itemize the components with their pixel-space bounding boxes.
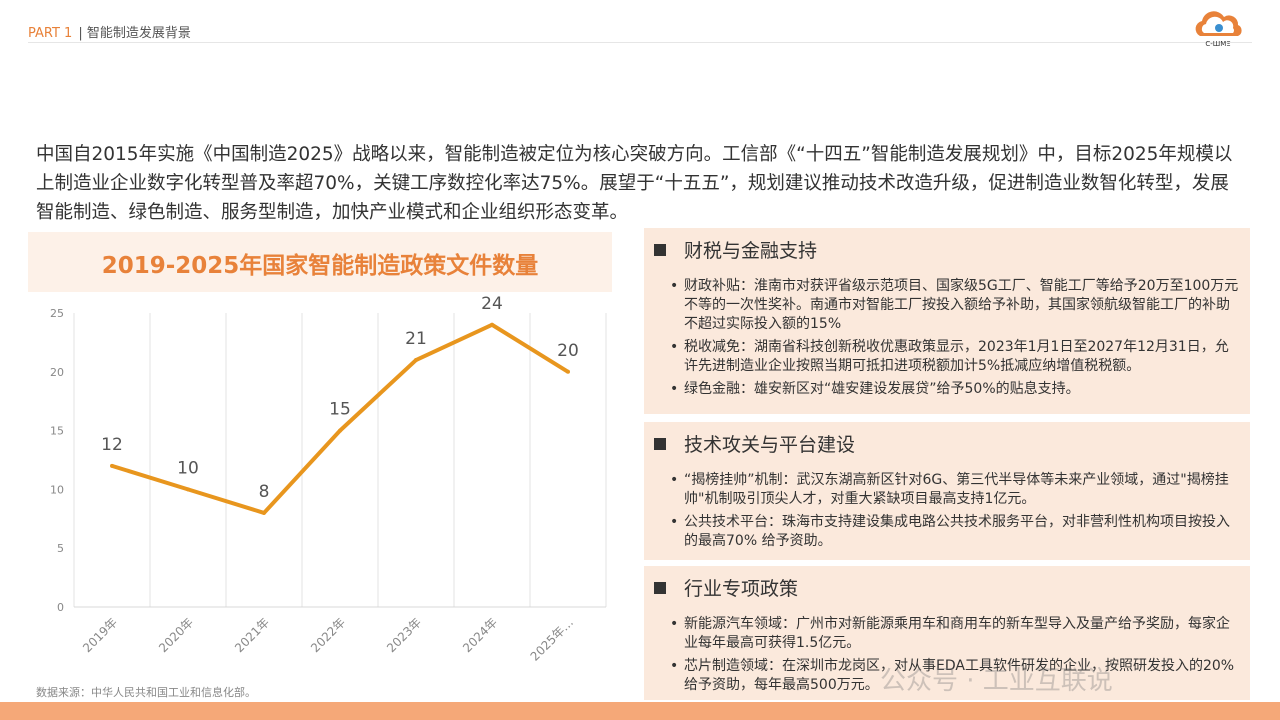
watermark: 公众号 · 工业互联说 xyxy=(880,666,1113,696)
data-point xyxy=(338,428,342,433)
data-point xyxy=(414,358,418,363)
section-title: 智能制造发展背景 xyxy=(86,26,191,41)
square-bullet-icon xyxy=(654,581,666,594)
square-bullet-icon xyxy=(654,243,666,256)
list-item: 财政补贴：淮南市对获评省级示范项目、国家级5G工厂、智能工厂等给予20万至100… xyxy=(670,277,1240,334)
c-wme-logo: C-ШMΞ xyxy=(1186,8,1250,48)
section-tech-platform: 技术攻关与平台建设 “揭榜挂帅”机制：武汉东湖高新区针对6G、第三代半导体等未来… xyxy=(644,422,1250,560)
section-title: 技术攻关与平台建设 xyxy=(684,434,856,456)
part-label: PART 1 xyxy=(28,26,73,41)
square-bullet-icon xyxy=(654,437,666,450)
chart-title-banner xyxy=(28,232,612,292)
section-title: 行业专项政策 xyxy=(684,578,799,600)
x-tick-label: 2023年 xyxy=(384,615,424,655)
list-item: 芯片制造领域：在深圳市龙岗区，对从事EDA工具软件研发的企业，按照研发投入的20… xyxy=(670,657,1240,695)
list-item: “揭榜挂帅”机制：武汉东湖高新区针对6G、第三代半导体等未来产业领域，通过"揭榜… xyxy=(670,471,1240,509)
y-tick-label: 15 xyxy=(50,425,64,438)
data-label: 21 xyxy=(405,329,427,349)
y-tick-label: 25 xyxy=(50,307,64,320)
policy-count-chart: 0 5 10 15 20 25 2019年 2020年 2021年 2022年 2023年 2024年… xyxy=(50,294,607,664)
y-tick-label: 20 xyxy=(50,366,64,379)
data-label: 24 xyxy=(481,294,503,314)
section-fiscal-support: 财税与金融支持 财政补贴：淮南市对获评省级示范项目、国家级5G工厂、智能工厂等给… xyxy=(644,228,1250,414)
x-tick-label: 2024年 xyxy=(460,615,500,655)
data-point xyxy=(566,369,570,374)
data-label: 20 xyxy=(557,341,579,361)
section-title: 财税与金融支持 xyxy=(684,240,818,262)
y-tick-label: 0 xyxy=(57,601,64,614)
x-tick-label: 2019年 xyxy=(80,615,120,655)
section-header: PART 1 | 智能制造发展背景 xyxy=(28,26,191,41)
footer-band xyxy=(0,702,1280,720)
x-tick-label: 2021年 xyxy=(232,615,272,655)
y-tick-label: 10 xyxy=(50,483,64,496)
chart-title: 2019-2025年国家智能制造政策文件数量 xyxy=(101,253,539,279)
list-item: 税收减免：湖南省科技创新税收优惠政策显示，2023年1月1日至2027年12月3… xyxy=(670,338,1240,376)
header-divider xyxy=(28,42,1252,43)
y-tick-label: 5 xyxy=(57,542,64,555)
data-point xyxy=(186,487,190,492)
section-industry-policy: 行业专项政策 新能源汽车领域：广州市对新能源乘用车和商用车的新车型导入及量产给予… xyxy=(644,566,1250,700)
x-tick-label: 2020年 xyxy=(156,615,196,655)
data-point xyxy=(110,463,114,468)
x-tick-label: 2022年 xyxy=(308,615,348,655)
data-label: 10 xyxy=(177,458,199,478)
x-tick-label: 2025年… xyxy=(528,615,576,663)
data-label: 15 xyxy=(329,400,351,420)
list-item: 公共技术平台：珠海市支持建设集成电路公共技术服务平台，对非营利性机构项目按投入的… xyxy=(670,513,1240,551)
data-point xyxy=(262,510,266,515)
list-item: 新能源汽车领域：广州市对新能源乘用车和商用车的新车型导入及量产给予奖励，每家企业… xyxy=(670,615,1240,653)
intro-paragraph: 中国自2015年实施《中国制造2025》战略以来，智能制造被定位为核心突破方向。… xyxy=(36,144,1233,223)
data-label: 8 xyxy=(259,482,270,502)
data-source: 数据来源：中华人民共和国工业和信息化部。 xyxy=(36,686,256,699)
data-point xyxy=(490,322,494,327)
data-label: 12 xyxy=(101,435,123,455)
list-item: 绿色金融：雄安新区对“雄安建设发展贷”给予50%的贴息支持。 xyxy=(670,380,1240,399)
svg-text:C-ШMΞ: C-ШMΞ xyxy=(1205,40,1230,48)
